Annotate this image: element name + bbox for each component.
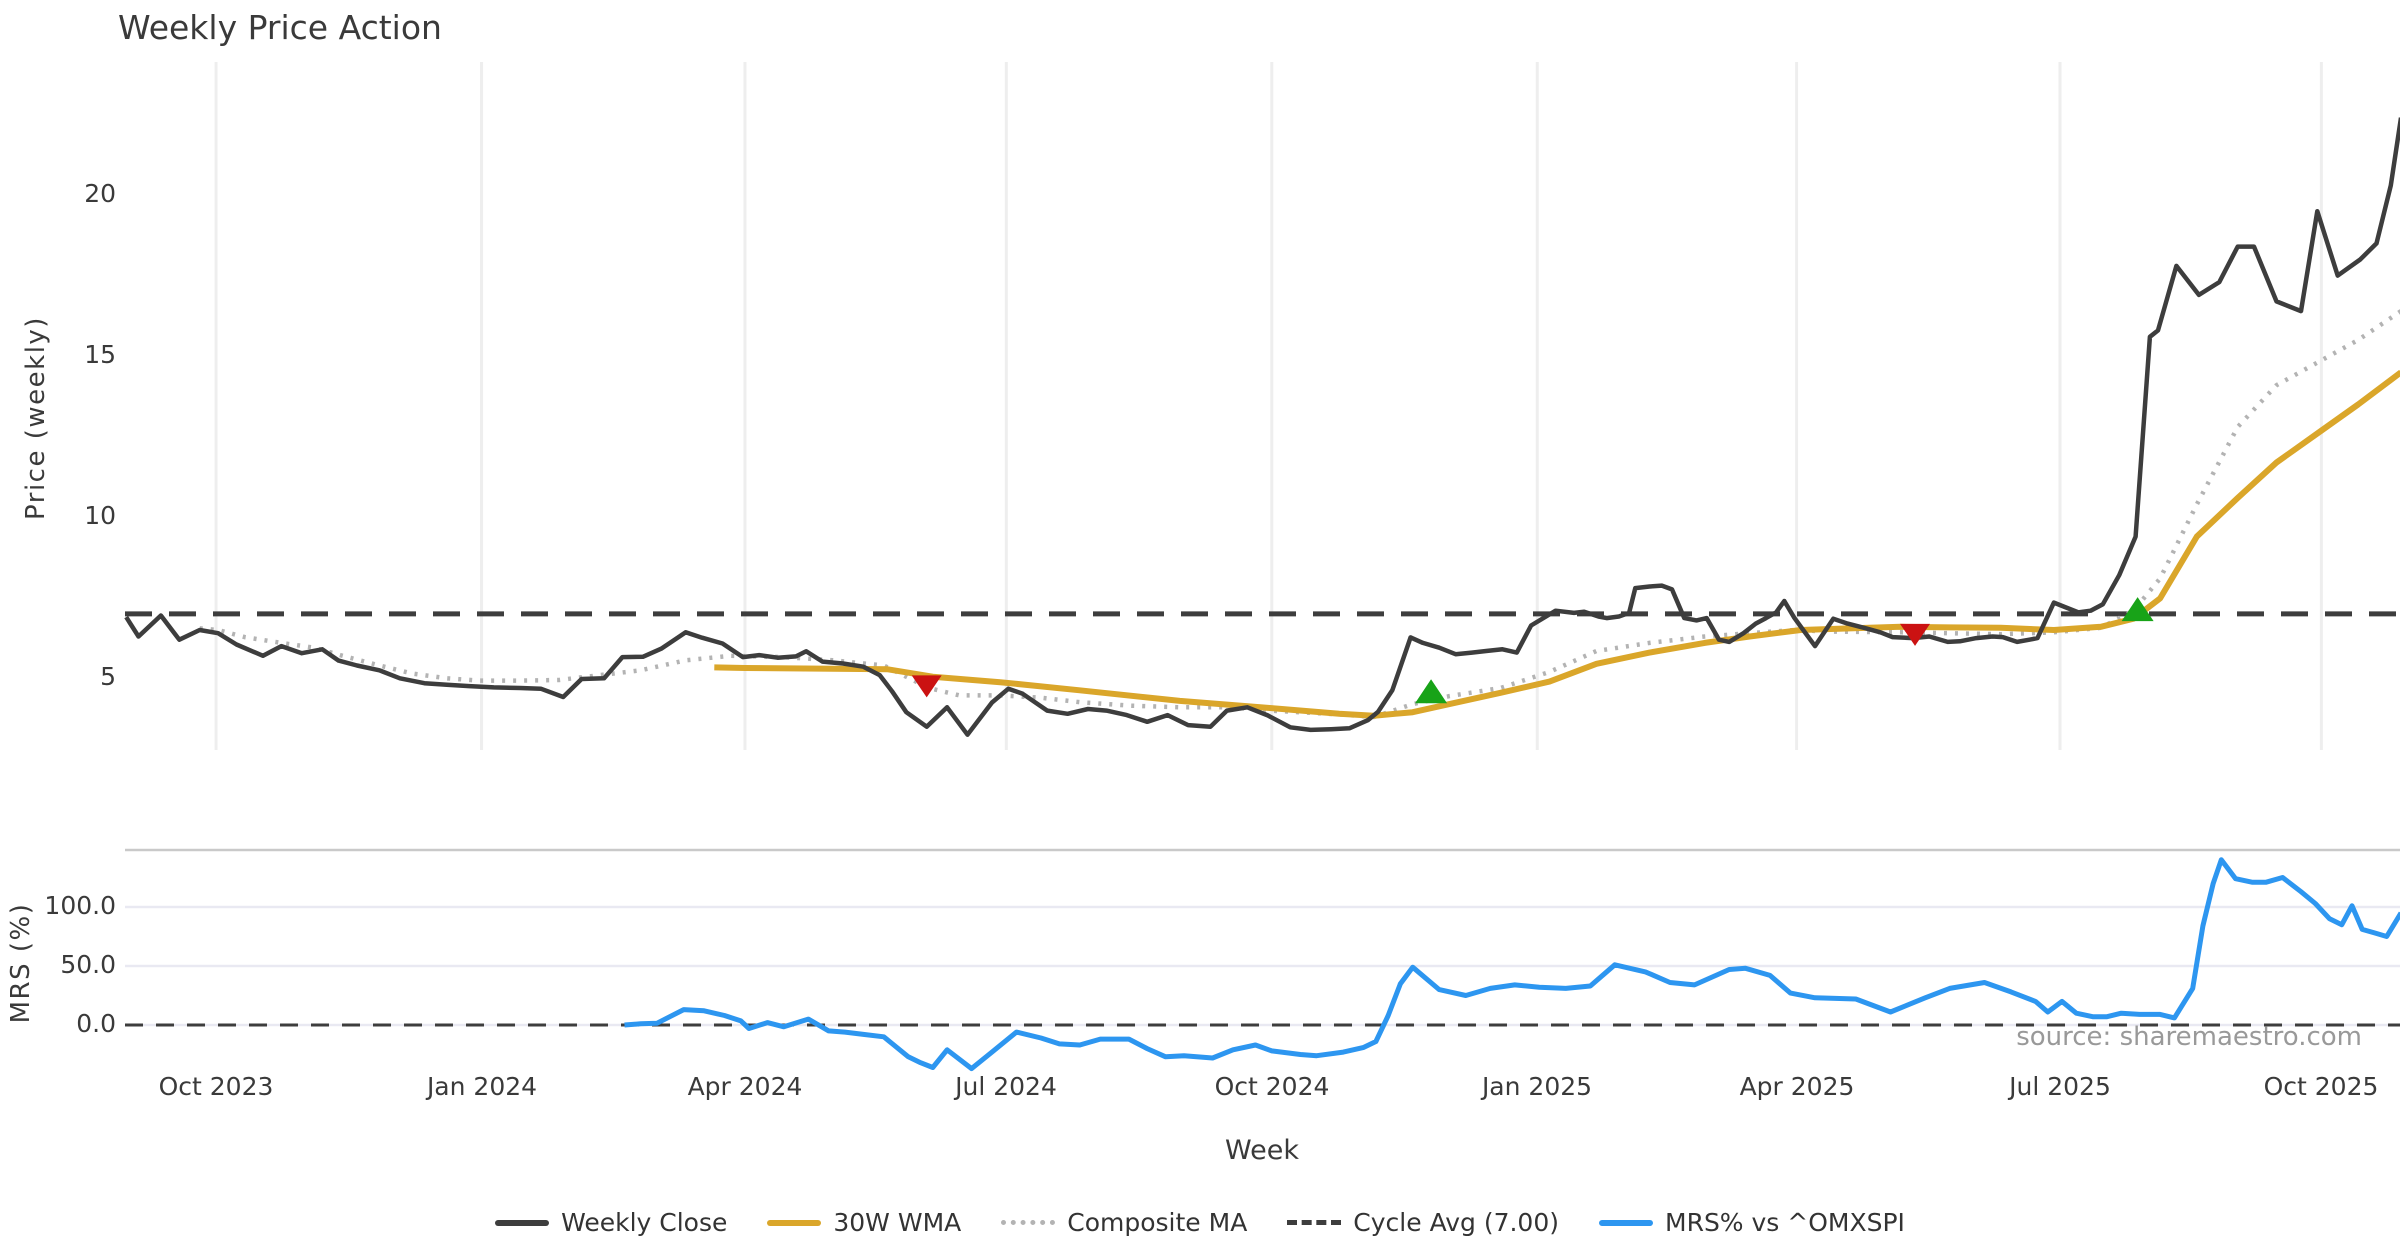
x-tick-label: Apr 2024 xyxy=(687,1072,803,1101)
x-tick-label: Jan 2024 xyxy=(426,1072,538,1101)
x-tick-label: Jul 2024 xyxy=(955,1072,1057,1101)
composite-ma-line xyxy=(199,309,2400,720)
legend-label: Cycle Avg (7.00) xyxy=(1353,1208,1559,1237)
x-tick-label: Jan 2025 xyxy=(1481,1072,1593,1101)
legend-item: MRS% vs ^OMXSPI xyxy=(1599,1208,1905,1237)
legend-swatch-solid-icon xyxy=(1599,1219,1653,1226)
mrs-line xyxy=(624,857,2400,1072)
trade-markers xyxy=(911,597,2154,704)
legend-item: Cycle Avg (7.00) xyxy=(1287,1208,1559,1237)
price-ytick-label: 20 xyxy=(84,179,116,208)
legend-swatch-solid-icon xyxy=(495,1219,550,1226)
legend-label: MRS% vs ^OMXSPI xyxy=(1665,1208,1905,1237)
legend-item: Weekly Close xyxy=(495,1208,727,1237)
x-tick-label: Oct 2025 xyxy=(2263,1072,2379,1101)
buy-marker-icon xyxy=(1415,679,1448,704)
legend-label: Weekly Close xyxy=(561,1208,728,1237)
price-ytick-label: 15 xyxy=(84,340,116,369)
price-ytick-label: 10 xyxy=(84,501,116,530)
legend-swatch-solid-icon xyxy=(767,1219,822,1226)
sell-marker-icon xyxy=(911,675,942,698)
week-axis-label: Week xyxy=(1225,1135,1299,1166)
x-tick-label: Jul 2025 xyxy=(2009,1072,2111,1101)
chart-series xyxy=(124,117,2400,1072)
price-ytick-label: 5 xyxy=(100,662,116,691)
legend: Weekly Close 30W WMA Composite MA Cycle Avg… xyxy=(0,1208,2400,1237)
legend-swatch-dashed-icon xyxy=(1287,1220,1342,1225)
x-tick-label: Apr 2025 xyxy=(1739,1072,1855,1101)
legend-label: Composite MA xyxy=(1067,1208,1248,1237)
legend-item: 30W WMA xyxy=(767,1208,961,1237)
legend-label: 30W WMA xyxy=(833,1208,962,1237)
buy-marker-icon xyxy=(2121,597,2154,622)
x-tick-label: Oct 2024 xyxy=(1214,1072,1330,1101)
mrs-axis-label: MRS (%) xyxy=(6,902,36,1024)
legend-swatch-dotted-icon xyxy=(1001,1220,1056,1225)
weekly-close-line xyxy=(124,117,2400,737)
mrs-ytick-label: 50.0 xyxy=(60,950,116,979)
wma-line xyxy=(714,369,2400,719)
gridlines xyxy=(125,62,2400,1027)
legend-item: Composite MA xyxy=(1001,1208,1247,1237)
source-note: source: sharemaestro.com xyxy=(2016,1022,2362,1052)
page-title: Weekly Price Action xyxy=(118,8,442,47)
x-tick-label: Oct 2023 xyxy=(158,1072,274,1101)
mrs-ytick-label: 0.0 xyxy=(76,1009,116,1038)
mrs-ytick-label: 100.0 xyxy=(44,891,116,920)
sell-marker-icon xyxy=(1900,623,1931,646)
